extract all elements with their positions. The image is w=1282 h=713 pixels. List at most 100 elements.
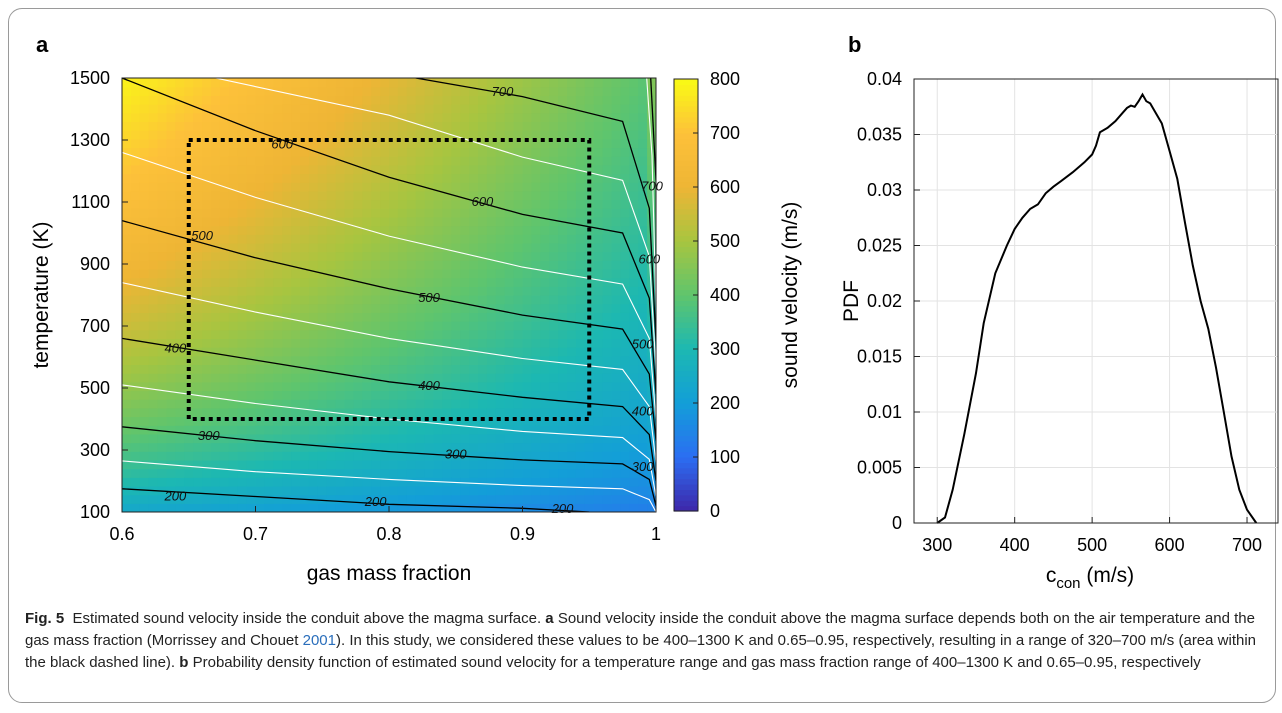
- heat-cell: [406, 442, 417, 452]
- heat-cell: [380, 425, 390, 435]
- heat-cell: [175, 503, 185, 512]
- heat-cell: [495, 303, 506, 313]
- heat-cell: [326, 86, 337, 96]
- heat-cell: [531, 112, 541, 122]
- colorbar-tick-label: 700: [710, 123, 740, 143]
- colorbar-segment: [674, 160, 698, 166]
- heat-cell: [380, 104, 390, 114]
- heat-cell: [300, 78, 310, 88]
- heat-cell: [478, 164, 488, 175]
- heat-cell: [139, 277, 150, 287]
- heat-cell: [353, 147, 363, 157]
- heat-cell: [620, 364, 630, 374]
- heat-cell: [237, 303, 248, 313]
- heat-cell: [148, 286, 159, 296]
- heat-cell: [486, 182, 497, 192]
- heat-cell: [638, 485, 648, 496]
- heat-cell: [469, 416, 479, 426]
- x-tick-label: 700: [1232, 535, 1262, 555]
- heat-cell: [389, 477, 399, 487]
- heat-cell: [148, 381, 159, 392]
- heat-cell: [300, 173, 310, 183]
- heat-cell: [593, 164, 604, 175]
- heat-cell: [620, 433, 630, 444]
- heat-cell: [291, 442, 301, 452]
- heat-cell: [255, 381, 265, 392]
- heat-cell: [184, 303, 194, 313]
- heat-cell: [469, 468, 479, 478]
- heat-cell: [638, 364, 648, 374]
- heat-cell: [602, 485, 613, 496]
- heat-cell: [246, 373, 257, 383]
- heat-cell: [495, 268, 506, 279]
- heat-cell: [567, 355, 577, 366]
- heat-cell: [433, 164, 443, 175]
- heat-cell: [415, 182, 426, 192]
- heat-cell: [264, 234, 274, 244]
- heat-cell: [255, 112, 265, 122]
- heat-cell: [219, 459, 230, 470]
- heat-cell: [575, 95, 586, 105]
- heat-cell: [389, 347, 399, 357]
- heat-cell: [211, 485, 221, 496]
- heat-cell: [469, 442, 479, 452]
- colorbar-segment: [674, 246, 698, 253]
- colorbar-segment: [674, 251, 698, 258]
- heat-cell: [549, 190, 559, 201]
- heat-cell: [139, 329, 150, 339]
- heat-cell: [139, 355, 150, 366]
- y-tick-label: 0.03: [867, 180, 902, 200]
- heat-cell: [344, 433, 354, 444]
- heat-cell: [371, 173, 381, 183]
- heat-cell: [575, 416, 586, 426]
- heat-cell: [317, 138, 328, 149]
- heat-cell: [193, 503, 203, 512]
- heat-cell: [513, 95, 524, 105]
- citation-link[interactable]: 2001: [302, 632, 336, 649]
- heat-cell: [415, 199, 426, 209]
- heat-cell: [629, 225, 639, 235]
- heat-cell: [148, 295, 159, 305]
- heat-cell: [148, 138, 159, 149]
- heat-cell: [300, 234, 310, 244]
- heat-cell: [638, 295, 648, 305]
- heat-cell: [344, 242, 354, 253]
- heat-cell: [531, 225, 541, 235]
- heat-cell: [486, 78, 497, 88]
- heat-cell: [611, 347, 621, 357]
- colorbar-segment: [674, 268, 698, 274]
- heat-cell: [495, 147, 506, 157]
- colorbar-tick-label: 200: [710, 393, 740, 413]
- heat-cell: [424, 121, 435, 131]
- heat-cell: [291, 338, 301, 348]
- heat-cell: [308, 390, 319, 400]
- heat-cell: [558, 485, 568, 496]
- heat-cell: [166, 260, 176, 270]
- heat-cell: [184, 321, 194, 331]
- heat-cell: [148, 468, 159, 478]
- heat-cell: [397, 173, 408, 183]
- heat-cell: [122, 95, 132, 105]
- heat-cell: [629, 407, 639, 418]
- heat-cell: [486, 130, 497, 140]
- heat-cell: [211, 399, 221, 409]
- heat-cell: [611, 190, 621, 201]
- heat-cell: [495, 182, 506, 192]
- heat-cell: [495, 451, 506, 461]
- heat-cell: [513, 347, 524, 357]
- heat-cell: [380, 199, 390, 209]
- heat-cell: [424, 321, 435, 331]
- heat-cell: [478, 468, 488, 478]
- heat-cell: [282, 208, 292, 218]
- heat-cell: [397, 373, 408, 383]
- heat-cell: [139, 242, 150, 253]
- heat-cell: [237, 442, 248, 452]
- heat-cell: [317, 407, 328, 418]
- heat-cell: [406, 190, 417, 201]
- heat-cell: [308, 407, 319, 418]
- heat-cell: [531, 295, 541, 305]
- heat-cell: [620, 260, 630, 270]
- y-tick-label: 300: [80, 440, 110, 460]
- heat-cell: [380, 399, 390, 409]
- heat-cell: [486, 468, 497, 478]
